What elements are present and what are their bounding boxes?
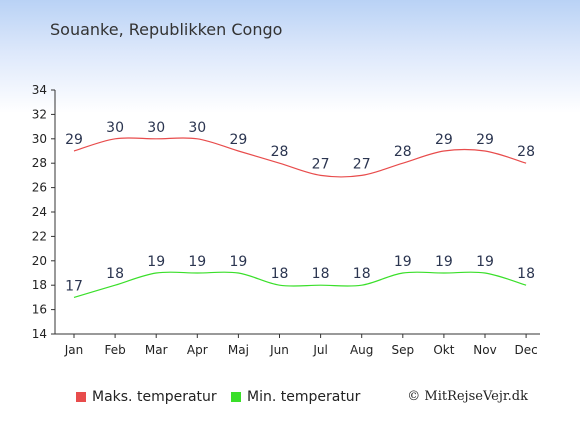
data-label: 28 <box>517 144 535 160</box>
data-label: 19 <box>476 254 494 270</box>
x-tick-label: Okt <box>433 343 454 357</box>
axes: 14 16 18 20 22 24 26 28 30 32 34 Jan Feb Mar Apr Maj Jun… <box>32 83 540 357</box>
y-tick-label: 18 <box>32 278 47 292</box>
x-tick-label: Dec <box>514 343 537 357</box>
y-tick-label: 22 <box>32 229 47 243</box>
legend-min: Min. temperatur <box>231 389 360 405</box>
y-tick-label: 26 <box>32 181 47 195</box>
data-label: 30 <box>106 120 124 136</box>
data-label: 28 <box>394 144 412 160</box>
x-tick-label: Jun <box>269 343 289 357</box>
x-tick-label: Apr <box>187 343 208 357</box>
legend-max: Maks. temperatur <box>76 389 217 405</box>
y-tick-label: 30 <box>32 132 47 146</box>
data-label: 19 <box>229 254 247 270</box>
data-label: 30 <box>147 120 165 136</box>
series-line-0 <box>73 137 527 178</box>
x-tick-label: Nov <box>473 343 496 357</box>
data-label: 29 <box>476 132 494 148</box>
legend-max-swatch <box>76 392 86 402</box>
data-label: 27 <box>312 156 330 172</box>
legend-min-label: Min. temperatur <box>247 389 361 405</box>
data-label: 19 <box>435 254 453 270</box>
y-tick-label: 32 <box>32 107 47 121</box>
data-label: 29 <box>435 132 453 148</box>
data-label: 19 <box>188 254 206 270</box>
y-tick-label: 20 <box>32 254 47 268</box>
line-chart: 14 16 18 20 22 24 26 28 30 32 34 Jan Feb Mar Apr Maj Jun… <box>32 83 540 357</box>
data-label: 18 <box>106 266 124 282</box>
data-label: 18 <box>312 266 330 282</box>
data-label: 18 <box>271 266 289 282</box>
data-label: 17 <box>65 278 83 294</box>
data-label: 27 <box>353 156 371 172</box>
y-tick-label: 14 <box>32 327 47 341</box>
x-tick-label: Maj <box>228 343 249 357</box>
y-tick-label: 24 <box>32 205 47 219</box>
credit-text: © MitRejseVejr.dk <box>407 389 528 404</box>
y-tick-label: 28 <box>32 156 47 170</box>
data-label: 29 <box>229 132 247 148</box>
data-labels: 29 30 30 30 29 28 27 27 28 29 29 28 17 18 19 19 19 18 18 18… <box>65 120 535 295</box>
x-tick-label: Aug <box>350 343 373 357</box>
y-tick-label: 34 <box>32 83 47 97</box>
data-label: 28 <box>271 144 289 160</box>
data-label: 30 <box>188 120 206 136</box>
x-tick-label: Jan <box>64 343 84 357</box>
series-lines <box>73 137 527 298</box>
data-label: 18 <box>517 266 535 282</box>
data-label: 18 <box>353 266 371 282</box>
chart-title: Souanke, Republikken Congo <box>50 20 283 39</box>
y-tick-label: 16 <box>32 303 47 317</box>
data-label: 19 <box>394 254 412 270</box>
data-label: 29 <box>65 132 83 148</box>
x-tick-label: Feb <box>104 343 125 357</box>
series-line-1 <box>73 271 527 298</box>
x-tick-label: Mar <box>145 343 168 357</box>
legend-min-swatch <box>231 392 241 402</box>
x-tick-label: Sep <box>391 343 414 357</box>
legend-max-label: Maks. temperatur <box>92 389 217 405</box>
data-label: 19 <box>147 254 165 270</box>
x-tick-label: Jul <box>312 343 327 357</box>
